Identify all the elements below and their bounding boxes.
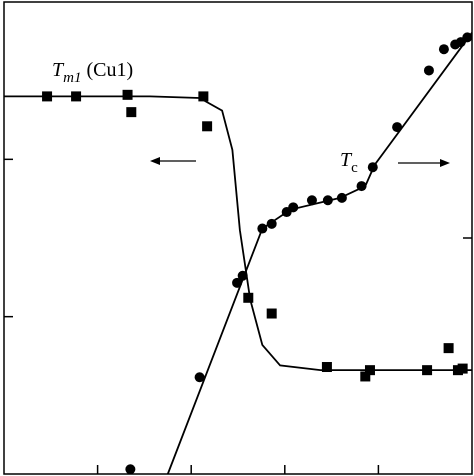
square-point	[42, 91, 53, 102]
tm1-label: Tm1 (Cu1)	[52, 59, 133, 86]
label-sub: c	[351, 160, 358, 176]
circle-point	[336, 192, 347, 203]
circle-point	[237, 270, 248, 281]
circle-point	[125, 464, 136, 475]
label-main: T	[52, 59, 65, 81]
square-point	[266, 308, 277, 319]
square-point	[364, 365, 375, 376]
circle-point	[423, 65, 434, 76]
circle-point	[288, 202, 299, 213]
arrows	[150, 157, 450, 167]
label-sub: m1	[63, 70, 81, 86]
circle-point	[367, 162, 378, 173]
circle-point	[306, 195, 317, 206]
label-suffix: (Cu1)	[86, 59, 133, 81]
square-point	[122, 89, 133, 100]
square-point	[202, 121, 213, 132]
circle-point	[462, 32, 473, 43]
fit-curve	[4, 95, 472, 372]
square-point	[457, 363, 468, 374]
square-point	[321, 362, 332, 373]
square-point	[243, 292, 254, 303]
circle-point	[356, 181, 367, 192]
circle-point	[392, 122, 403, 133]
square-point	[198, 91, 209, 102]
arrow-head	[440, 159, 450, 167]
square-point	[126, 107, 137, 118]
circle-point	[322, 195, 333, 206]
square-point	[422, 365, 433, 376]
circle-point	[438, 44, 449, 55]
circle-point	[194, 372, 205, 383]
circle-point	[266, 218, 277, 229]
circle-point	[257, 223, 268, 234]
square-point	[360, 371, 371, 382]
tc-label: Tc	[340, 149, 358, 176]
fit-curve	[166, 32, 473, 475]
label-main: T	[340, 149, 353, 171]
arrow-head	[150, 157, 160, 165]
square-point	[71, 91, 82, 102]
square-point	[443, 343, 454, 354]
circle-point	[232, 277, 243, 288]
